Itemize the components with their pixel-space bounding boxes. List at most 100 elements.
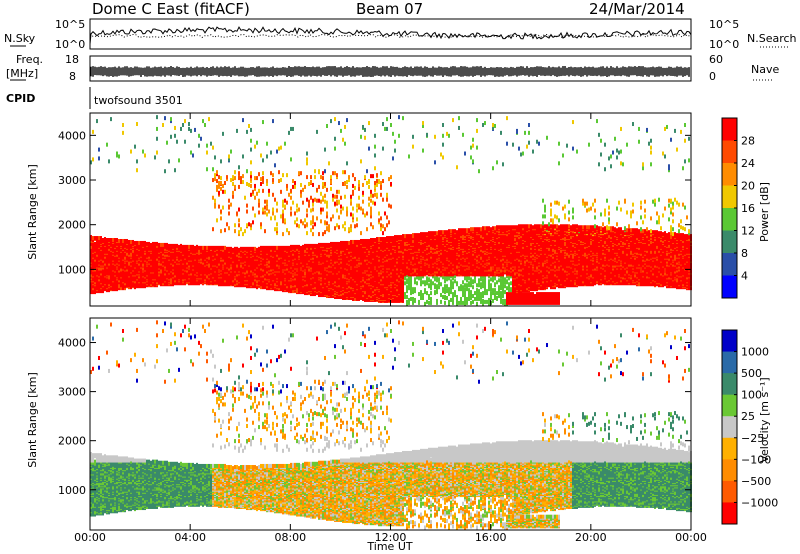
power-cell: [154, 155, 156, 159]
power-cell: [110, 117, 112, 121]
power-cell: [230, 203, 232, 207]
power-cell: [98, 236, 100, 240]
power-cell: [256, 141, 258, 145]
power-cell: [220, 159, 222, 163]
power-cell: [284, 205, 286, 209]
power-cell: [304, 244, 306, 248]
nave-tick-bottom: 0: [709, 70, 716, 83]
power-cell: [264, 246, 266, 250]
freq-trace: [91, 66, 689, 77]
power-cell: [262, 180, 264, 184]
power-cell: [306, 244, 308, 248]
power-cell: [180, 244, 182, 248]
power-cell: [260, 153, 262, 157]
power-cell: [292, 245, 294, 249]
power-cell: [252, 247, 254, 251]
power-cell: [222, 190, 224, 194]
power-cell: [232, 182, 234, 186]
power-cell: [92, 130, 94, 134]
power-cell: [228, 247, 230, 251]
power-cell: [164, 243, 166, 247]
power-cell: [168, 244, 170, 248]
power-cell: [206, 167, 208, 171]
power-cell: [262, 176, 264, 180]
power-cell: [206, 144, 208, 148]
power-cell: [220, 210, 222, 214]
power-cell: [272, 208, 274, 212]
power-cell: [162, 123, 164, 127]
power-cell: [234, 170, 236, 174]
power-cell: [222, 206, 224, 210]
power-cell: [290, 245, 292, 249]
power-cell: [258, 189, 260, 193]
power-cell: [266, 212, 268, 216]
power-cell: [96, 119, 98, 123]
power-cell: [130, 150, 132, 154]
power-cell: [220, 176, 222, 180]
power-cell: [240, 176, 242, 180]
power-cell: [264, 206, 266, 210]
power-cell: [258, 247, 260, 251]
power-cell: [156, 127, 158, 131]
power-cell: [136, 159, 138, 163]
power-cell: [202, 246, 204, 250]
power-cell: [248, 183, 250, 187]
power-cell: [144, 241, 146, 245]
power-cell: [276, 227, 278, 231]
power-cell: [258, 203, 260, 207]
power-cell: [244, 229, 246, 233]
power-cell: [144, 153, 146, 157]
power-cell: [228, 154, 230, 158]
date-title: 24/Mar/2014: [589, 0, 685, 18]
power-cell: [194, 246, 196, 250]
power-cell: [254, 247, 256, 251]
power-cell: [212, 246, 214, 250]
power-cell: [214, 199, 216, 203]
power-cell: [98, 156, 100, 160]
power-cell: [192, 153, 194, 157]
power-cell: [178, 158, 180, 162]
power-cell: [294, 220, 296, 224]
power-cell: [204, 246, 206, 250]
power-cell: [224, 190, 226, 194]
power-cell: [294, 181, 296, 185]
power-cell: [258, 210, 260, 214]
power-cell: [282, 272, 284, 276]
power-cell: [134, 241, 136, 245]
power-cell: [240, 180, 242, 184]
power-cell: [254, 196, 256, 200]
power-cell: [210, 246, 212, 250]
power-cell: [290, 211, 292, 215]
power-cell: [256, 176, 258, 180]
power-cell: [222, 132, 224, 136]
power-cell: [282, 213, 284, 217]
power-cell: [218, 181, 220, 185]
power-cell: [246, 130, 248, 134]
power-cell: [180, 127, 182, 131]
power-cell: [204, 123, 206, 127]
power-cell: [136, 168, 138, 172]
power-cell: [188, 122, 190, 126]
power-cell: [278, 170, 280, 174]
power-cell: [254, 176, 256, 180]
power-cell: [190, 245, 192, 249]
power-cell: [252, 190, 254, 194]
power-cell: [246, 169, 248, 173]
power-cell: [292, 201, 294, 205]
power-cell: [274, 198, 276, 202]
power-cell: [232, 248, 234, 252]
power-cell: [280, 190, 282, 194]
power-cell: [230, 178, 232, 182]
power-cell: [234, 185, 236, 189]
power-cell: [266, 206, 268, 210]
power-heatmap-cells: [90, 115, 692, 306]
power-cell: [266, 142, 268, 146]
power-cell: [234, 247, 236, 251]
power-cell: [224, 181, 226, 185]
power-cell: [174, 244, 176, 248]
power-cell: [248, 222, 250, 226]
power-cell: [102, 238, 104, 242]
power-cell: [170, 135, 172, 139]
power-cell: [296, 209, 298, 213]
power-cell: [276, 150, 278, 154]
